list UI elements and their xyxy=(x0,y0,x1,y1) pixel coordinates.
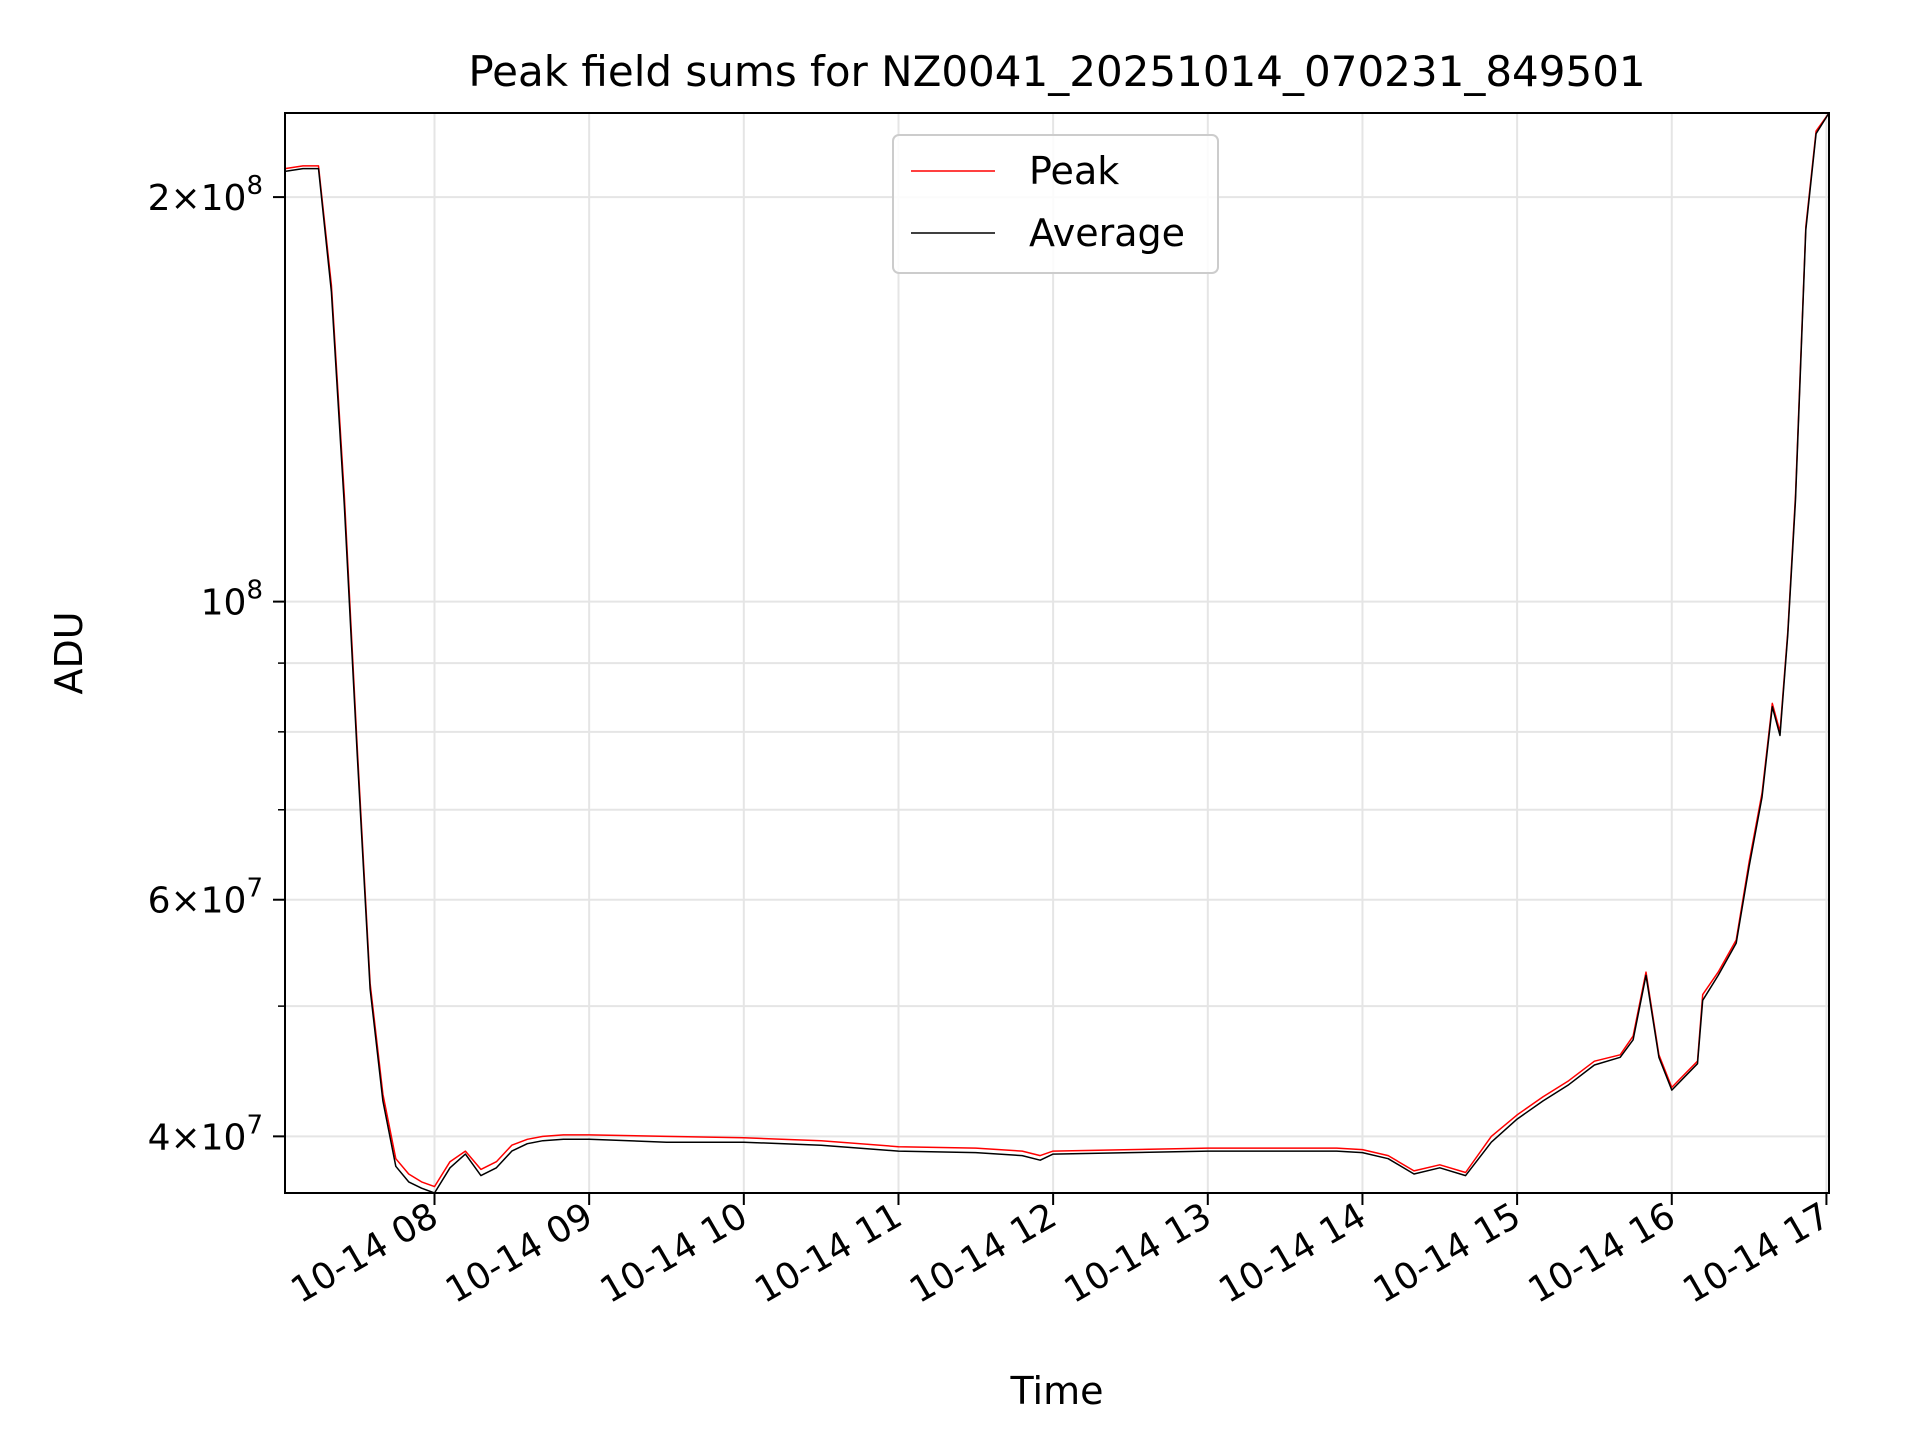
series-layer xyxy=(284,112,1830,1194)
chart-title: Peak field sums for NZ0041_20251014_0702… xyxy=(468,47,1645,96)
series-line-peak xyxy=(284,112,1830,1188)
x-axis-label: Time xyxy=(1010,1369,1104,1413)
legend-box xyxy=(892,134,1219,274)
y-axis-label: ADU xyxy=(47,611,91,694)
legend: Peak Average xyxy=(892,134,1219,274)
legend-peak-label: Peak xyxy=(1029,149,1119,193)
series-line-average xyxy=(284,112,1830,1194)
y-tick-label: 4×107 xyxy=(148,1110,263,1158)
y-tick-label: 2×108 xyxy=(148,171,263,219)
y-tick-label: 6×107 xyxy=(148,874,263,922)
legend-average-label: Average xyxy=(1029,211,1185,255)
plot-frame xyxy=(284,112,1830,1194)
